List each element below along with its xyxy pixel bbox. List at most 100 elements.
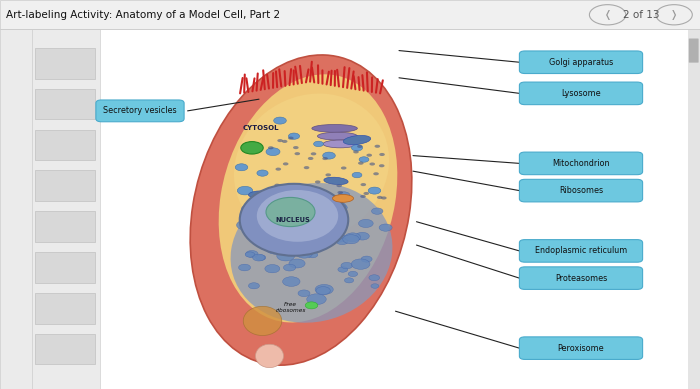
Text: ❭: ❭: [670, 10, 678, 20]
Circle shape: [298, 290, 310, 296]
Circle shape: [235, 164, 248, 171]
Circle shape: [295, 194, 301, 197]
Circle shape: [358, 219, 373, 228]
Circle shape: [293, 200, 312, 211]
Circle shape: [308, 191, 314, 194]
FancyBboxPatch shape: [35, 252, 95, 283]
Circle shape: [330, 202, 346, 211]
Circle shape: [268, 235, 286, 245]
Circle shape: [277, 139, 283, 142]
Circle shape: [266, 148, 280, 156]
Circle shape: [288, 137, 293, 140]
Circle shape: [314, 141, 323, 147]
Circle shape: [354, 151, 359, 154]
Circle shape: [322, 157, 328, 160]
FancyBboxPatch shape: [688, 29, 700, 389]
Text: 2 of 13: 2 of 13: [623, 10, 659, 20]
Circle shape: [318, 203, 338, 214]
Circle shape: [307, 294, 326, 305]
Ellipse shape: [312, 124, 357, 132]
Circle shape: [311, 240, 326, 248]
Text: Ribosomes: Ribosomes: [559, 186, 603, 195]
Circle shape: [307, 252, 318, 258]
Circle shape: [330, 207, 344, 214]
Text: Mitochondrion: Mitochondrion: [552, 159, 610, 168]
Circle shape: [337, 191, 343, 194]
Circle shape: [331, 234, 346, 242]
Circle shape: [289, 259, 305, 268]
FancyBboxPatch shape: [35, 89, 95, 119]
Circle shape: [293, 220, 302, 225]
Circle shape: [348, 271, 358, 277]
Circle shape: [282, 241, 298, 250]
Circle shape: [299, 216, 315, 225]
Circle shape: [312, 233, 321, 238]
Circle shape: [323, 238, 332, 244]
Circle shape: [341, 166, 346, 170]
Circle shape: [357, 145, 363, 148]
Circle shape: [323, 152, 335, 159]
Ellipse shape: [324, 177, 348, 184]
Circle shape: [326, 173, 331, 177]
Circle shape: [284, 264, 295, 271]
Circle shape: [371, 284, 379, 288]
Circle shape: [379, 164, 384, 167]
Circle shape: [308, 157, 314, 160]
Circle shape: [360, 140, 366, 143]
Text: Art-labeling Activity: Anatomy of a Model Cell, Part 2: Art-labeling Activity: Anatomy of a Mode…: [6, 10, 280, 20]
Circle shape: [293, 187, 299, 190]
Circle shape: [307, 200, 326, 210]
Circle shape: [369, 275, 379, 281]
Circle shape: [280, 227, 288, 232]
Ellipse shape: [257, 190, 338, 242]
Circle shape: [343, 235, 359, 244]
Circle shape: [336, 238, 348, 245]
Circle shape: [351, 259, 370, 269]
Circle shape: [258, 215, 268, 221]
Circle shape: [283, 277, 300, 286]
Circle shape: [372, 208, 383, 214]
Circle shape: [274, 117, 286, 124]
Circle shape: [256, 223, 267, 230]
Circle shape: [338, 267, 348, 272]
Circle shape: [294, 194, 300, 197]
Circle shape: [241, 205, 258, 214]
Circle shape: [334, 204, 347, 211]
Circle shape: [316, 192, 322, 195]
Circle shape: [377, 196, 382, 199]
Ellipse shape: [343, 135, 371, 145]
Circle shape: [304, 166, 309, 169]
FancyBboxPatch shape: [35, 211, 95, 242]
Ellipse shape: [239, 184, 349, 256]
Circle shape: [288, 133, 300, 139]
FancyBboxPatch shape: [96, 100, 184, 122]
Circle shape: [283, 162, 288, 165]
FancyBboxPatch shape: [100, 29, 688, 389]
Circle shape: [282, 140, 288, 143]
Circle shape: [363, 192, 369, 195]
Text: Golgi apparatus: Golgi apparatus: [549, 58, 613, 67]
FancyBboxPatch shape: [35, 48, 95, 79]
Circle shape: [302, 240, 310, 244]
Circle shape: [305, 302, 318, 309]
Circle shape: [370, 163, 375, 166]
Text: Secretory vesicles: Secretory vesicles: [103, 106, 177, 116]
Circle shape: [296, 249, 313, 258]
Circle shape: [359, 157, 369, 162]
Ellipse shape: [218, 74, 398, 322]
Ellipse shape: [323, 140, 357, 148]
Circle shape: [276, 168, 281, 171]
Text: CYTOSOL: CYTOSOL: [243, 125, 279, 131]
Circle shape: [315, 221, 327, 228]
Circle shape: [374, 145, 380, 148]
Circle shape: [358, 162, 363, 165]
Circle shape: [360, 195, 366, 198]
Circle shape: [337, 184, 342, 187]
Circle shape: [282, 238, 296, 245]
FancyBboxPatch shape: [519, 152, 643, 175]
Text: Free
ribosomes: Free ribosomes: [275, 302, 306, 313]
Circle shape: [315, 180, 321, 184]
Circle shape: [239, 264, 251, 271]
Circle shape: [266, 244, 286, 254]
Circle shape: [276, 198, 290, 206]
